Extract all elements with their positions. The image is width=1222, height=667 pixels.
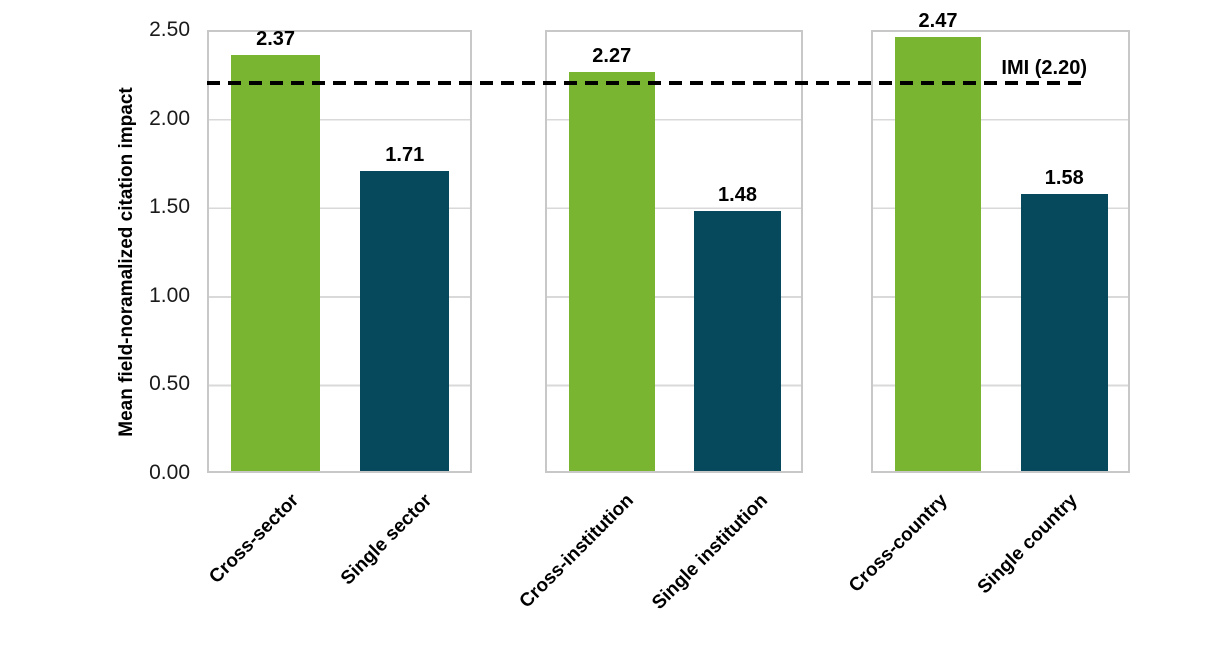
x-category-label: Single sector [336, 490, 436, 590]
x-category-label: Cross-sector [205, 490, 303, 588]
bar-cross-institution [568, 72, 655, 471]
y-tick-label: 0.50 [149, 372, 190, 395]
bar-cross-sector [231, 54, 320, 471]
x-category-label: Cross-institution [515, 490, 638, 613]
panel-sector: 2.37 1.71 [207, 28, 472, 473]
bar-slot: 2.47 [894, 10, 982, 471]
panel-institution: 2.27 1.48 [545, 30, 803, 473]
bar-slot: 1.71 [360, 32, 450, 471]
reference-line-label: IMI (2.20) [1001, 57, 1087, 79]
bar-slot: 1.48 [694, 32, 781, 471]
reference-line-dashed [207, 81, 1085, 85]
bar-value-label: 1.48 [718, 184, 757, 207]
bar-value-label: 2.47 [918, 10, 958, 33]
bar-value-label: 1.71 [385, 143, 425, 166]
bar-slot: 1.58 [1020, 32, 1108, 471]
y-tick-label: 0.00 [149, 461, 190, 484]
bar-value-label: 2.27 [592, 45, 632, 68]
panel-country: 2.47 1.58 [871, 10, 1130, 473]
x-category-label: Single institution [648, 490, 772, 614]
bar-single-sector [360, 170, 450, 471]
x-category-label: Single country [973, 490, 1082, 599]
y-tick-label: 1.50 [149, 195, 190, 218]
bar-cross-country [894, 37, 982, 471]
bar-value-label: 1.58 [1044, 166, 1084, 189]
x-category-label: Cross-country [845, 490, 952, 597]
bar-slot: 2.27 [568, 32, 655, 471]
y-tick-label: 2.50 [149, 18, 190, 41]
bar-single-institution [694, 211, 781, 471]
bar-slot: 2.37 [231, 28, 320, 471]
bar-value-label: 2.37 [256, 27, 296, 50]
bar-single-country [1020, 193, 1108, 471]
y-tick-label: 1.00 [149, 284, 190, 307]
y-tick-label: 2.00 [149, 107, 190, 130]
